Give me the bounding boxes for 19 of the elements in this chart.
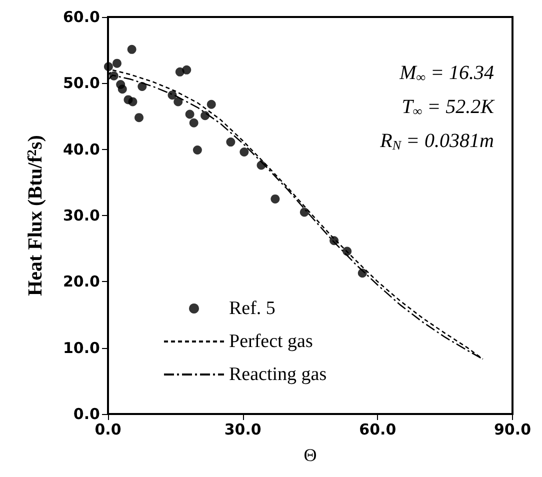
y-tick-label: 10.0 [62,338,100,357]
x-tick-label: 90.0 [494,420,532,438]
annotation: RN = 0.0381m [379,130,494,152]
x-tick-label: 0.0 [94,420,122,438]
y-tick-label: 50.0 [62,74,100,92]
annotation: M∞ = 16.34 [398,62,494,84]
x-tick-label: 30.0 [224,420,262,438]
legend-label: Ref. 5 [229,298,276,319]
y-tick-label: 20.0 [62,272,100,291]
y-tick-label: 60.0 [62,8,100,26]
legend-label: Reacting gas [229,364,327,385]
y-tick-label: 30.0 [62,206,100,224]
y-axis-title: Heat Flux (Btu/f2s) [24,135,46,296]
x-axis-title: Θ [304,445,317,465]
x-tick-label: 60.0 [359,420,396,438]
annotation: T∞ = 52.2K [402,96,496,118]
y-tick-label: 0.0 [73,405,100,423]
legend-label: Perfect gas [229,331,313,352]
y-tick-label: 40.0 [62,140,100,158]
